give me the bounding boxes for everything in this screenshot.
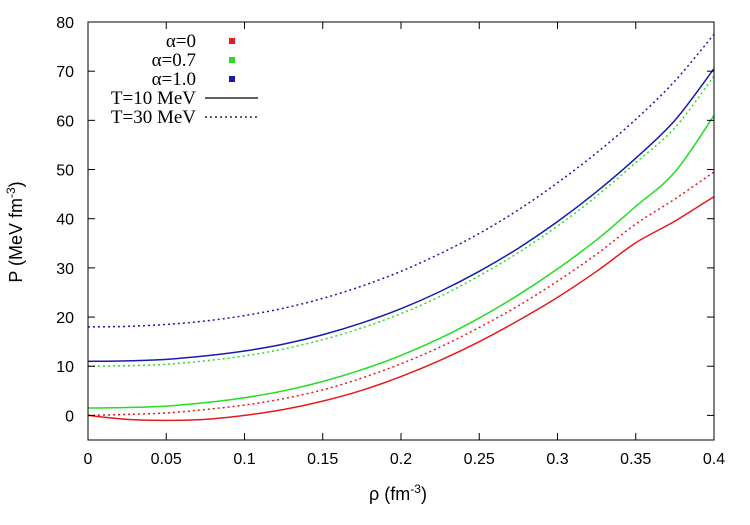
- series-line-1: [87, 195, 715, 422]
- series-line-4: [87, 75, 715, 367]
- y-tick-label: 80: [56, 15, 74, 32]
- y-axis-label: P (MeV fm-3): [4, 181, 26, 282]
- x-tick-label: 0.15: [307, 451, 338, 468]
- series-line-6: [87, 33, 715, 328]
- x-tick-label: 0.35: [620, 451, 651, 468]
- y-tick-label: 20: [56, 310, 74, 327]
- y-tick-label: 60: [56, 113, 74, 130]
- legend-label: T=10 MeV: [111, 88, 196, 109]
- legend-label: α=0.7: [152, 50, 196, 71]
- x-tick-label: 0.05: [151, 451, 182, 468]
- legend-color-marker: [229, 76, 235, 82]
- curves-layer: [87, 33, 715, 422]
- y-tick-label: 30: [56, 261, 74, 278]
- legend-color-marker: [229, 57, 235, 63]
- series-line-3: [87, 115, 715, 409]
- y-tick-label: 50: [56, 163, 74, 180]
- x-axis-label: ρ (fm-3): [369, 482, 427, 504]
- series-line-5: [87, 68, 715, 363]
- x-tick-label: 0.1: [233, 451, 255, 468]
- ticks-layer: 0 0.05 0.1 0.15 0.2 0.25 0.3 0.35 0.4 0 10 20 30 40 50…: [56, 15, 725, 468]
- y-tick-label: 10: [56, 359, 74, 376]
- x-tick-label: 0: [84, 451, 93, 468]
- y-tick-label: 70: [56, 64, 74, 81]
- legend-label: α=0: [166, 31, 196, 52]
- legend-label: α=1.0: [152, 69, 196, 90]
- legend-label: T=30 MeV: [111, 107, 196, 128]
- series-line-2: [87, 171, 715, 417]
- x-tick-label: 0.25: [464, 451, 495, 468]
- x-tick-label: 0.4: [703, 451, 725, 468]
- x-tick-label: 0.3: [546, 451, 568, 468]
- legend-color-marker: [229, 38, 235, 44]
- y-tick-label: 0: [65, 408, 74, 425]
- x-tick-label: 0.2: [390, 451, 412, 468]
- y-tick-label: 40: [56, 212, 74, 229]
